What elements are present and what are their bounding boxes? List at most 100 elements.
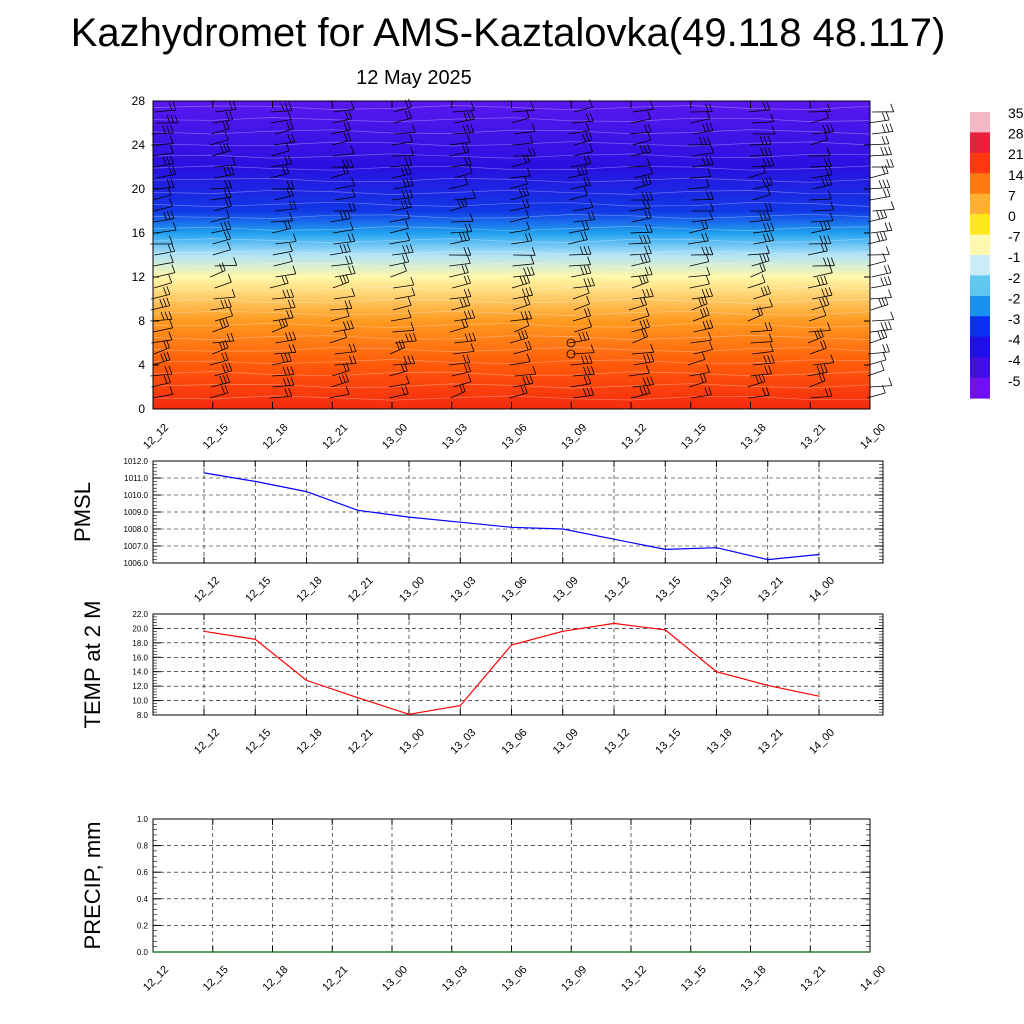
temp-y-tick-label: 22.0 (132, 610, 148, 619)
temp-x-tick-label: 13_06 (500, 727, 530, 757)
wind-barb (573, 211, 596, 223)
temp-chart: 8.0 10.0 12.0 14.0 16.0 18.0 20.0 22.0 TEMP at 2… (80, 601, 884, 757)
colorbar-swatch (970, 193, 990, 215)
wind-barb (511, 109, 530, 124)
precip-data-point (570, 951, 572, 953)
precip-data-point (451, 951, 453, 953)
temp-x-tick-label: 12_21 (346, 727, 376, 757)
wind-barb (152, 144, 174, 157)
wind-barb (631, 253, 651, 267)
wind-barb (509, 384, 528, 399)
contour-line (152, 153, 871, 159)
wind-barb (688, 136, 711, 146)
wind-barb (212, 317, 230, 333)
wind-barb (274, 344, 297, 355)
pmsl-y-tick-label: 1007.0 (124, 542, 149, 551)
wind-barb (210, 209, 230, 223)
wind-barb (753, 176, 773, 190)
pmsl-y-tick-label: 1009.0 (124, 508, 149, 517)
wind-barb (509, 353, 531, 366)
cross-section-x-tick-label: 13_18 (739, 422, 769, 452)
pmsl-data-point (613, 538, 615, 540)
pmsl-data-point (203, 472, 205, 474)
wind-barb (214, 166, 235, 179)
wind-barb (449, 143, 470, 157)
pmsl-data-point (562, 528, 564, 530)
wind-barb (155, 166, 177, 179)
wind-barb (391, 189, 414, 201)
precip-x-tick-label: 12_21 (320, 964, 350, 994)
wind-barb (573, 277, 595, 289)
wind-barb (867, 246, 890, 256)
wind-barb (871, 276, 892, 289)
wind-barb (211, 220, 232, 234)
wind-barb (870, 222, 893, 234)
wind-barb (691, 211, 714, 223)
wind-barb (450, 231, 470, 245)
wind-barb (393, 124, 416, 135)
pmsl-x-tick-label: 12_21 (346, 575, 376, 605)
wind-barb (151, 286, 171, 300)
wind-barb (631, 209, 652, 223)
wind-barb (449, 318, 469, 333)
precip-data-point (510, 951, 513, 953)
contour-line (152, 262, 871, 268)
pmsl-x-tick-label: 13_09 (551, 575, 581, 605)
pmsl-data-point (305, 491, 308, 493)
pmsl-x-tick-label: 13_06 (500, 575, 530, 605)
pmsl-data-point (818, 553, 820, 556)
wind-barb (747, 245, 770, 256)
wind-barb (573, 131, 593, 146)
wind-barb (812, 287, 833, 300)
wind-barb (568, 221, 590, 234)
wind-barb (333, 287, 356, 300)
wind-barb (632, 131, 652, 146)
wind-barb (154, 243, 176, 256)
wind-barb (271, 352, 292, 366)
wind-barb (630, 143, 651, 157)
wind-barb (333, 101, 355, 113)
wind-barb (811, 201, 835, 212)
wind-barb (693, 319, 714, 333)
wind-barb (333, 202, 357, 212)
colorbar-label: 7 (1008, 187, 1016, 203)
wind-barb (687, 232, 709, 245)
precip-data-point (271, 951, 274, 953)
colorbar-swatch (970, 255, 990, 276)
temp-data-point (408, 713, 410, 715)
temp-y-tick-label: 10.0 (132, 697, 148, 706)
wind-barb (512, 102, 535, 113)
wind-barb (808, 147, 831, 157)
wind-barb (448, 354, 471, 366)
cross-section-x-tick-label: 13_03 (440, 422, 470, 452)
pmsl-x-tick-label: 12_12 (192, 575, 222, 605)
wind-barb (448, 176, 469, 190)
wind-barb (449, 288, 472, 300)
colorbar-label: 0 (1008, 208, 1016, 224)
precip-y-tick-label: 1.0 (137, 815, 149, 824)
wind-barb (807, 275, 828, 289)
precip-data-point (749, 951, 752, 953)
wind-barb (454, 332, 477, 344)
temp-x-tick-label: 13_21 (756, 727, 786, 757)
wind-barb (752, 157, 775, 168)
wind-barb (394, 287, 416, 300)
contour-line (152, 395, 871, 401)
wind-barb (751, 113, 775, 124)
wind-barb (512, 287, 533, 300)
precip-x-tick-label: 12_15 (201, 964, 231, 994)
wind-barb (750, 262, 766, 278)
wind-barb (389, 232, 411, 245)
pmsl-x-tick-label: 13_15 (653, 575, 683, 605)
wind-barb (569, 246, 592, 256)
cross-section-x-tick-label: 12_12 (141, 422, 171, 452)
wind-barb (571, 264, 592, 278)
wind-barb (330, 300, 353, 311)
wind-barb (330, 307, 350, 322)
wind-barb (514, 365, 537, 377)
wind-barb (513, 375, 534, 388)
wind-barb (753, 285, 771, 300)
pmsl-x-tick-label: 14_00 (807, 575, 837, 605)
wind-barb (451, 213, 474, 223)
wind-barb (509, 198, 530, 212)
